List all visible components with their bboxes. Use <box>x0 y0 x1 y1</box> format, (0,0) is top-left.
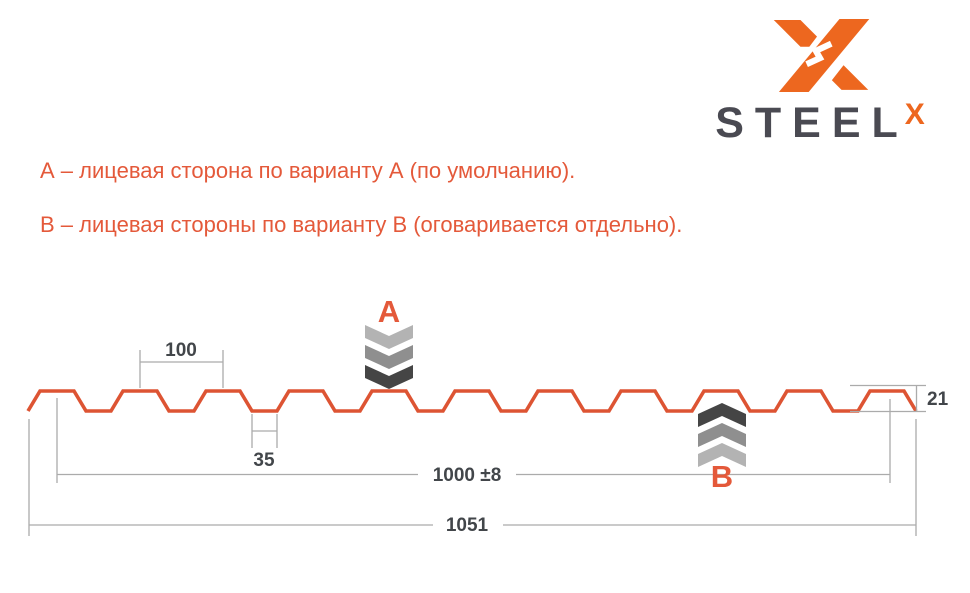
legend-line-b: В – лицевая стороны по варианту В (огова… <box>40 212 683 237</box>
brand-name: STEEL <box>715 99 909 147</box>
dim-valley-value: 35 <box>253 450 275 471</box>
dim-working-width-1000: 1000 ±8 <box>56 398 891 486</box>
brand-sup-x: X <box>904 98 925 131</box>
dim-working-width-value: 1000 ±8 <box>433 465 502 486</box>
legend-line-a: А – лицевая сторона по варианту А (по ум… <box>40 158 576 183</box>
side-b-marker: В <box>698 403 746 494</box>
dim-valley-35: 35 <box>251 414 278 471</box>
dim-pitch-100: 100 <box>139 340 224 388</box>
chevron-down-icon <box>365 325 413 389</box>
brand-logo: STEEL X <box>700 18 940 145</box>
brand-wordmark: STEEL X <box>715 98 925 147</box>
dim-overall-width-1051: 1051 <box>28 419 917 536</box>
side-b-label: В <box>711 459 733 494</box>
side-a-marker: А <box>365 294 413 389</box>
steelx-logo-icon <box>773 19 873 94</box>
sheet-profile-outline <box>26 389 918 413</box>
chevron-up-icon <box>698 403 746 467</box>
dim-height-21: 21 <box>850 384 949 413</box>
dim-pitch-value: 100 <box>165 340 197 361</box>
dim-height-value: 21 <box>927 389 949 410</box>
dim-overall-width-value: 1051 <box>446 515 489 536</box>
side-a-label: А <box>378 294 400 329</box>
